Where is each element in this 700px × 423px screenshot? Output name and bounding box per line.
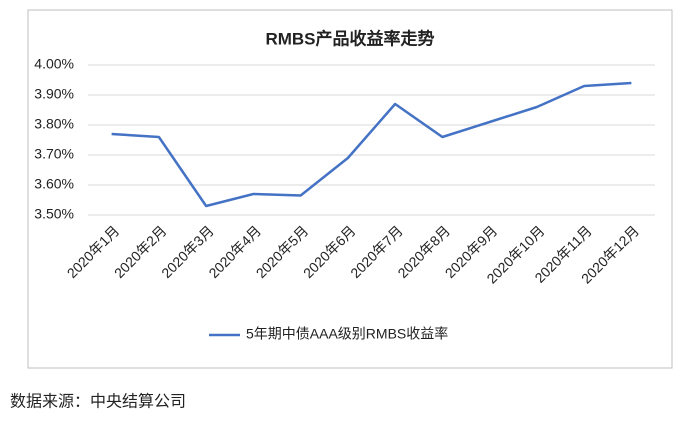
y-tick-label: 3.80%: [34, 116, 74, 132]
y-tick-label: 3.50%: [34, 206, 74, 222]
chart-frame: [27, 9, 673, 369]
source-note: 数据来源：中央结算公司: [10, 392, 186, 411]
y-tick-label: 3.60%: [34, 176, 74, 192]
chart-title: RMBS产品收益率走势: [265, 28, 434, 48]
y-tick-label: 3.70%: [34, 146, 74, 162]
data-line: [111, 81, 632, 208]
y-tick-label: 4.00%: [34, 56, 74, 72]
y-tick-label: 3.90%: [34, 86, 74, 102]
legend-label: 5年期中债AAA级别RMBS收益率: [246, 326, 448, 342]
